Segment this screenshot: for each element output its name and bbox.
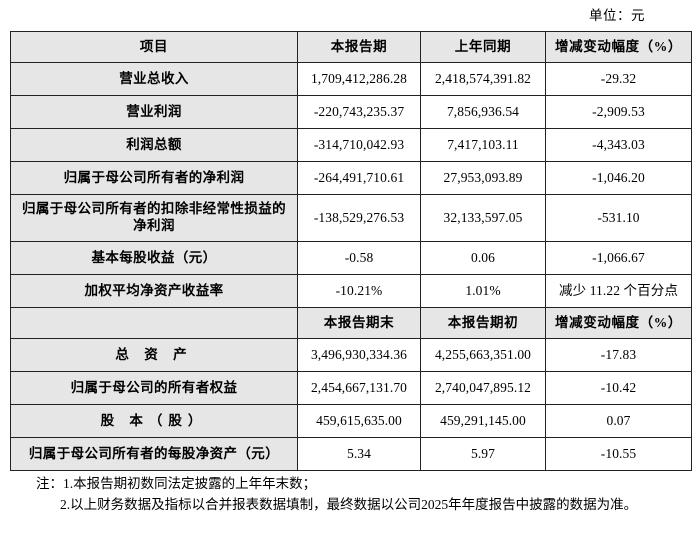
row-value-change: -4,343.03 [545,128,692,162]
header-cell-period-end: 本报告期末 [297,307,421,339]
row-value-prior: 32,133,597.05 [420,194,546,242]
row-value-change: -2,909.53 [545,95,692,129]
row-label: 加权平均净资产收益率 [10,274,298,308]
row-value-change: -10.55 [545,437,692,471]
row-value-change: -1,066.67 [545,241,692,275]
note-line-2: 2.以上财务数据及指标以合并报表数据填制，最终数据以公司2025年年度报告中披露… [60,496,638,512]
row-value-prior: 2,418,574,391.82 [420,62,546,96]
row-value-period-end: 3,496,930,334.36 [297,338,421,372]
row-value-prior: 0.06 [420,241,546,275]
header-cell-item: 项目 [10,31,298,63]
table-row: 基本每股收益（元） -0.58 0.06 -1,066.67 [10,241,692,275]
row-value-period-begin: 4,255,663,351.00 [420,338,546,372]
table-row: 股 本（股） 459,615,635.00 459,291,145.00 0.0… [10,404,692,438]
financial-summary-table: 项目 本报告期 上年同期 增减变动幅度（%） 营业总收入 1,709,412,2… [10,31,692,471]
row-value-change: 0.07 [545,404,692,438]
header-cell-prior-period: 上年同期 [420,31,546,63]
table-row: 归属于母公司所有者的净利润 -264,491,710.61 27,953,093… [10,161,692,195]
row-value-period-begin: 2,740,047,895.12 [420,371,546,405]
header-cell-change-pct: 增减变动幅度（%） [545,31,692,63]
row-value-prior: 7,417,103.11 [420,128,546,162]
header-cell-change-pct: 增减变动幅度（%） [545,307,692,339]
row-value-change: -17.83 [545,338,692,372]
unit-note: 单位：元 [589,8,645,23]
row-value-change: -29.32 [545,62,692,96]
row-value-current: -314,710,042.93 [297,128,421,162]
row-label: 归属于母公司的所有者权益 [10,371,298,405]
row-label: 利润总额 [10,128,298,162]
row-value-current: -220,743,235.37 [297,95,421,129]
row-label: 股 本（股） [10,404,298,438]
table-notes: 注：1.本报告期初数同法定披露的上年年末数； 2.以上财务数据及指标以合并报表数… [10,474,682,516]
row-value-change: 减少 11.22 个百分点 [545,274,692,308]
row-label: 归属于母公司所有者的扣除非经常性损益的净利润 [10,194,298,242]
header-cell-current-period: 本报告期 [297,31,421,63]
row-value-period-end: 5.34 [297,437,421,471]
table-row: 加权平均净资产收益率 -10.21% 1.01% 减少 11.22 个百分点 [10,274,692,308]
row-value-change: -531.10 [545,194,692,242]
note-line-1: 注：1.本报告期初数同法定披露的上年年末数； [36,476,317,491]
row-value-prior: 1.01% [420,274,546,308]
row-value-period-begin: 459,291,145.00 [420,404,546,438]
row-value-period-end: 2,454,667,131.70 [297,371,421,405]
row-label: 营业总收入 [10,62,298,96]
table-row: 总 资 产 3,496,930,334.36 4,255,663,351.00 … [10,338,692,372]
table-row: 利润总额 -314,710,042.93 7,417,103.11 -4,343… [10,128,692,162]
header-cell-empty [10,307,298,339]
header-cell-period-begin: 本报告期初 [420,307,546,339]
row-label: 总 资 产 [10,338,298,372]
row-label: 基本每股收益（元） [10,241,298,275]
row-value-change: -10.42 [545,371,692,405]
row-value-current: -10.21% [297,274,421,308]
table-row: 归属于母公司的所有者权益 2,454,667,131.70 2,740,047,… [10,371,692,405]
row-label: 归属于母公司所有者的每股净资产（元） [10,437,298,471]
row-value-period-end: 459,615,635.00 [297,404,421,438]
row-label: 营业利润 [10,95,298,129]
row-label: 归属于母公司所有者的净利润 [10,161,298,195]
table-header-row-period: 项目 本报告期 上年同期 增减变动幅度（%） [10,31,692,63]
row-value-current: -138,529,276.53 [297,194,421,242]
table-header-row-balance: 本报告期末 本报告期初 增减变动幅度（%） [10,307,692,339]
row-value-prior: 27,953,093.89 [420,161,546,195]
row-value-prior: 7,856,936.54 [420,95,546,129]
table-row: 营业总收入 1,709,412,286.28 2,418,574,391.82 … [10,62,692,96]
row-value-current: -0.58 [297,241,421,275]
table-row: 归属于母公司所有者的每股净资产（元） 5.34 5.97 -10.55 [10,437,692,471]
row-value-current: 1,709,412,286.28 [297,62,421,96]
table-row: 营业利润 -220,743,235.37 7,856,936.54 -2,909… [10,95,692,129]
table-row: 归属于母公司所有者的扣除非经常性损益的净利润 -138,529,276.53 3… [10,194,692,242]
row-value-current: -264,491,710.61 [297,161,421,195]
row-value-period-begin: 5.97 [420,437,546,471]
row-value-change: -1,046.20 [545,161,692,195]
